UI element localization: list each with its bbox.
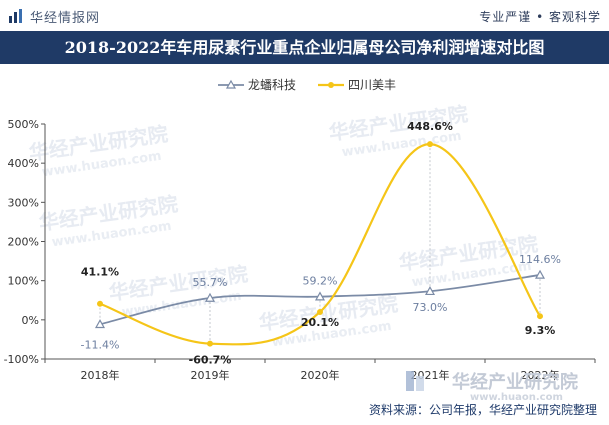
- title-bar: 2018-2022年车用尿素行业重点企业归属母公司净利润增速对比图: [0, 31, 609, 64]
- series-1-point: [424, 286, 436, 296]
- data-labels: -11.4% 55.7% 59.2% 73.0% 114.6% 41.1% -60.7% 20…: [81, 120, 561, 366]
- data-label: 448.6%: [407, 120, 453, 133]
- data-label: 55.7%: [193, 276, 228, 289]
- series-2-point: [97, 300, 103, 307]
- x-tick-label: 2019年: [191, 368, 230, 382]
- data-label: 41.1%: [81, 266, 119, 279]
- y-tick-label: 400%: [8, 157, 39, 170]
- corner-watermark-text: 华经产业研究院: [452, 371, 578, 393]
- y-tick-label: 0%: [22, 314, 39, 327]
- watermark-layer: 华经产业研究院www.huaon.com华经产业研究院www.huaon.com…: [27, 102, 539, 351]
- y-tick-label: 300%: [8, 196, 39, 209]
- brand-name: 华经情报网: [30, 10, 101, 26]
- corner-watermark-url: www.huaon.com: [470, 392, 563, 403]
- series-2-point: [207, 340, 213, 347]
- data-label: -11.4%: [81, 338, 120, 351]
- data-label: -60.7%: [189, 354, 232, 367]
- series-2-point: [317, 308, 323, 315]
- data-label: 59.2%: [303, 275, 338, 288]
- data-label: 73.0%: [413, 301, 448, 314]
- series-2-point: [427, 141, 433, 148]
- slogan: 专业严谨 • 客观科学: [479, 10, 601, 24]
- x-tick-label: 2020年: [301, 368, 340, 382]
- data-label: 114.6%: [519, 253, 561, 266]
- corner-logo-icon: [406, 371, 414, 391]
- series-1-point: [314, 291, 326, 301]
- legend: 龙蟠科技 四川美丰: [218, 78, 396, 92]
- legend-label-2: 四川美丰: [348, 78, 396, 92]
- legend-marker-1: [225, 79, 237, 89]
- chart-title: 2018-2022年车用尿素行业重点企业归属母公司净利润增速对比图: [64, 38, 545, 57]
- corner-logo-icon: [416, 376, 424, 391]
- legend-marker-2: [328, 82, 334, 88]
- brand-logo-icon: [9, 9, 22, 23]
- series-1-point: [204, 292, 216, 302]
- y-tick-label: 100%: [8, 275, 39, 288]
- y-tick-label: 500%: [8, 118, 39, 131]
- axis-layer: -100% 0% 100% 200% 300% 400% 500% 2018年 2019年 202…: [4, 118, 596, 382]
- x-tick-label: 2018年: [81, 368, 120, 382]
- series-1-point: [94, 319, 106, 329]
- series-2-point: [537, 313, 543, 320]
- series-layer: [94, 141, 546, 347]
- data-label: 9.3%: [525, 324, 556, 337]
- series-1-point: [534, 269, 546, 279]
- source-note: 资料来源：公司年报，华经产业研究院整理: [368, 403, 597, 417]
- y-tick-label: 200%: [8, 236, 39, 249]
- brand: 华经情报网: [8, 5, 100, 27]
- data-label: 20.1%: [301, 316, 339, 329]
- legend-label-1: 龙蟠科技: [248, 78, 296, 92]
- series-line-2: [99, 143, 541, 346]
- y-tick-label: -100%: [4, 353, 39, 366]
- x-tick-label: 2022年: [521, 368, 560, 382]
- top-bar: 华经情报网 专业严谨 • 客观科学: [0, 0, 609, 31]
